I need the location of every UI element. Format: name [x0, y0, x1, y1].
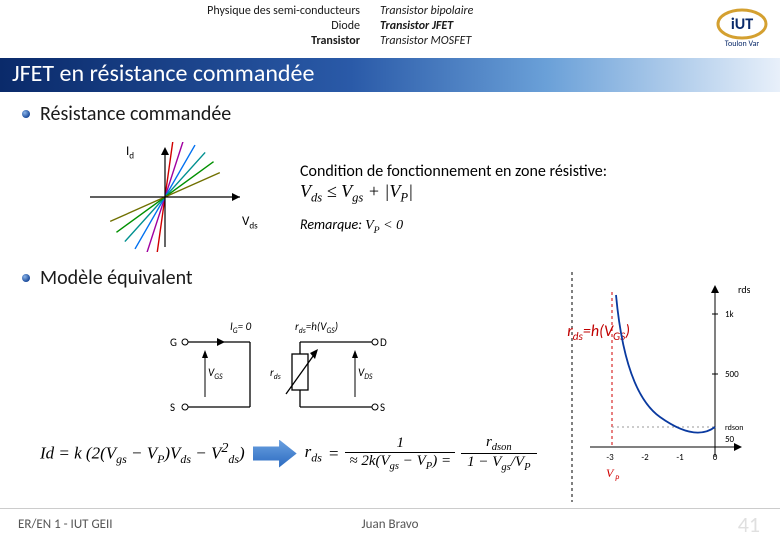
node-d: D — [380, 336, 387, 349]
svg-text:50: 50 — [725, 434, 735, 445]
rds-sym: rds — [270, 366, 281, 382]
content: Résistance commandée Id Vds Condition de… — [0, 102, 780, 512]
condition-label: Condition de fonctionnement en zone rési… — [300, 162, 607, 181]
hdr-r1: Transistor bipolaire — [380, 4, 473, 19]
formula-row: Id = k (2(Vgs − VP)Vds − V2ds) rds = 1 ≈… — [40, 434, 537, 473]
condition-block: Condition de fonctionnement en zone rési… — [300, 162, 607, 235]
header-right: Transistor bipolaire Transistor JFET Tra… — [370, 0, 473, 49]
bullet-icon — [22, 110, 30, 118]
svg-text:rdson: rdson — [725, 423, 743, 433]
svg-text:0: 0 — [713, 452, 718, 463]
svg-text:-1: -1 — [676, 452, 684, 463]
slide-title-text: JFET en résistance commandée — [12, 59, 314, 88]
arrow-icon — [253, 440, 297, 468]
section1-heading: Résistance commandée — [40, 102, 231, 126]
vgs-label: VGS — [208, 366, 223, 382]
svg-text:iUT: iUT — [731, 15, 753, 34]
svg-text:1k: 1k — [725, 309, 734, 320]
node-g: G — [170, 336, 177, 349]
equivalent-circuit: IG= 0 rds=h(VGS) G D S S VGS rds VDS — [170, 322, 390, 437]
vds-label: VDS — [358, 366, 372, 382]
svg-text:rds (Ω): rds (Ω) — [738, 283, 750, 296]
id-formula: Id = k (2(Vgs − VP)Vds − V2ds) — [40, 440, 245, 467]
svg-text:-2: -2 — [641, 452, 649, 463]
hdr-r2: Transistor JFET — [380, 19, 473, 34]
svg-text:-3: -3 — [606, 452, 614, 463]
svg-text:V: V — [606, 466, 615, 480]
rds-func-label: rds=h(VGS) — [295, 320, 338, 336]
rds-approx: rds = 1 ≈ 2k(Vgs − VP) = rdson 1 − Vgs/V… — [305, 434, 537, 473]
footer-author: Juan Bravo — [362, 517, 419, 532]
ig-label: IG= 0 — [230, 320, 251, 336]
hdr-l1: Physique des semi-conducteurs — [0, 4, 360, 19]
hdr-l2: Diode — [0, 19, 360, 34]
hdr-l3: Transistor — [0, 34, 360, 49]
header: Physique des semi-conducteurs Diode Tran… — [0, 0, 780, 58]
footer: ER/EN 1 - IUT GEII Juan Bravo 41 — [0, 508, 780, 540]
hdr-r3: Transistor MOSFET — [380, 34, 473, 49]
slide-title: JFET en résistance commandée — [0, 58, 780, 92]
node-s2: S — [380, 401, 385, 414]
iv-characteristic-chart — [80, 142, 250, 252]
condition-formula: Vds ≤ Vgs + |VP| — [300, 181, 607, 206]
node-s1: S — [170, 401, 175, 414]
svg-text:P: P — [615, 474, 620, 484]
remark: Remarque: VP < 0 — [300, 216, 607, 236]
bullet-icon — [22, 274, 30, 282]
logo-iut: iUT Toulon Var — [712, 4, 772, 50]
section2-heading: Modèle équivalent — [40, 266, 193, 290]
header-left: Physique des semi-conducteurs Diode Tran… — [0, 0, 370, 49]
divider — [570, 272, 574, 502]
footer-left: ER/EN 1 - IUT GEII — [18, 517, 113, 532]
page-number: 41 — [738, 511, 760, 538]
svg-text:Toulon Var: Toulon Var — [725, 39, 760, 49]
rds-vs-vgs-chart: rds (Ω) 1k 500 rdson 50 -3 -2 -1 0 V P — [580, 277, 750, 487]
section1-heading-row: Résistance commandée — [22, 102, 780, 126]
svg-text:500: 500 — [725, 369, 739, 380]
